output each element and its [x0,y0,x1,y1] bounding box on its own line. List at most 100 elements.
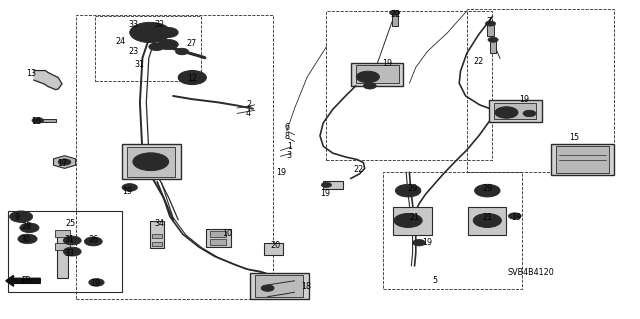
Text: 8: 8 [284,132,289,141]
Polygon shape [6,275,40,286]
Circle shape [58,159,71,165]
Bar [323,181,343,189]
Circle shape [175,48,188,55]
Circle shape [511,214,518,218]
Text: 25: 25 [66,219,76,228]
Circle shape [24,225,35,231]
Circle shape [67,249,78,255]
Text: 5: 5 [433,276,438,285]
Bar [38,119,56,122]
Text: 20: 20 [270,241,280,250]
Text: 1: 1 [287,142,292,151]
Text: 17: 17 [58,159,68,168]
Text: 30: 30 [20,235,30,244]
Circle shape [18,234,37,244]
Bar [351,63,403,86]
Text: 27: 27 [186,39,196,48]
Text: 22: 22 [390,10,401,19]
Circle shape [149,43,164,50]
Circle shape [500,109,513,116]
Circle shape [485,21,495,26]
Text: 19: 19 [383,59,393,68]
Circle shape [122,184,138,191]
Text: 9: 9 [14,213,19,222]
Text: 29: 29 [408,184,418,193]
Circle shape [140,156,163,167]
Bar [383,172,522,289]
Circle shape [261,285,274,291]
Text: 13: 13 [26,69,36,78]
Bar [551,144,614,175]
Circle shape [508,213,521,219]
Bar [210,231,226,237]
Text: 21: 21 [410,213,420,222]
Circle shape [84,237,102,246]
Text: 29: 29 [482,184,492,193]
Bar [76,15,273,299]
Bar [152,234,163,238]
Circle shape [88,239,99,244]
Text: 19: 19 [122,187,132,197]
Bar [489,100,541,122]
Circle shape [390,10,400,15]
Circle shape [146,159,156,164]
Text: 33: 33 [65,249,75,258]
Text: 19: 19 [422,238,433,247]
Circle shape [162,41,174,48]
Bar [57,231,68,278]
Text: 4: 4 [246,109,251,118]
Circle shape [479,187,495,195]
Text: 12: 12 [188,74,197,83]
Bar [392,13,398,26]
Text: 6: 6 [284,123,289,132]
Text: 31: 31 [65,235,75,244]
Text: FR.: FR. [21,276,34,285]
Bar [264,243,283,255]
Text: 28: 28 [21,222,31,231]
Bar [122,144,180,179]
Circle shape [10,211,33,222]
Text: 16: 16 [31,117,41,126]
Bar [152,242,163,246]
Text: 2: 2 [246,100,251,109]
Bar [250,273,308,299]
Text: 18: 18 [301,282,311,291]
Text: 3: 3 [287,151,292,160]
Circle shape [152,44,162,49]
Circle shape [413,240,426,246]
Text: 21: 21 [483,213,492,222]
Circle shape [136,26,164,40]
Circle shape [144,29,157,36]
Bar [556,146,609,173]
Bar [55,243,70,250]
Circle shape [22,236,33,242]
Bar [255,275,303,297]
Circle shape [92,280,101,285]
Circle shape [362,74,374,80]
Bar [150,221,164,248]
Circle shape [473,213,501,227]
Bar [467,9,614,172]
Text: 22: 22 [473,57,483,66]
Bar [356,65,399,83]
Circle shape [495,107,518,118]
Bar [326,11,492,160]
Circle shape [141,28,160,37]
Text: 19: 19 [90,279,100,288]
Circle shape [396,184,421,197]
Circle shape [415,241,423,245]
Circle shape [89,278,104,286]
Circle shape [130,22,171,43]
Text: 19: 19 [320,189,330,198]
Bar [55,230,70,237]
Circle shape [63,236,81,245]
Bar [394,206,432,235]
Text: 32: 32 [154,20,164,29]
Circle shape [63,247,81,256]
Text: 26: 26 [88,235,99,244]
Circle shape [158,27,178,38]
Circle shape [133,153,169,171]
Circle shape [364,83,376,89]
Text: 7: 7 [486,17,492,26]
Text: 31: 31 [135,60,145,69]
